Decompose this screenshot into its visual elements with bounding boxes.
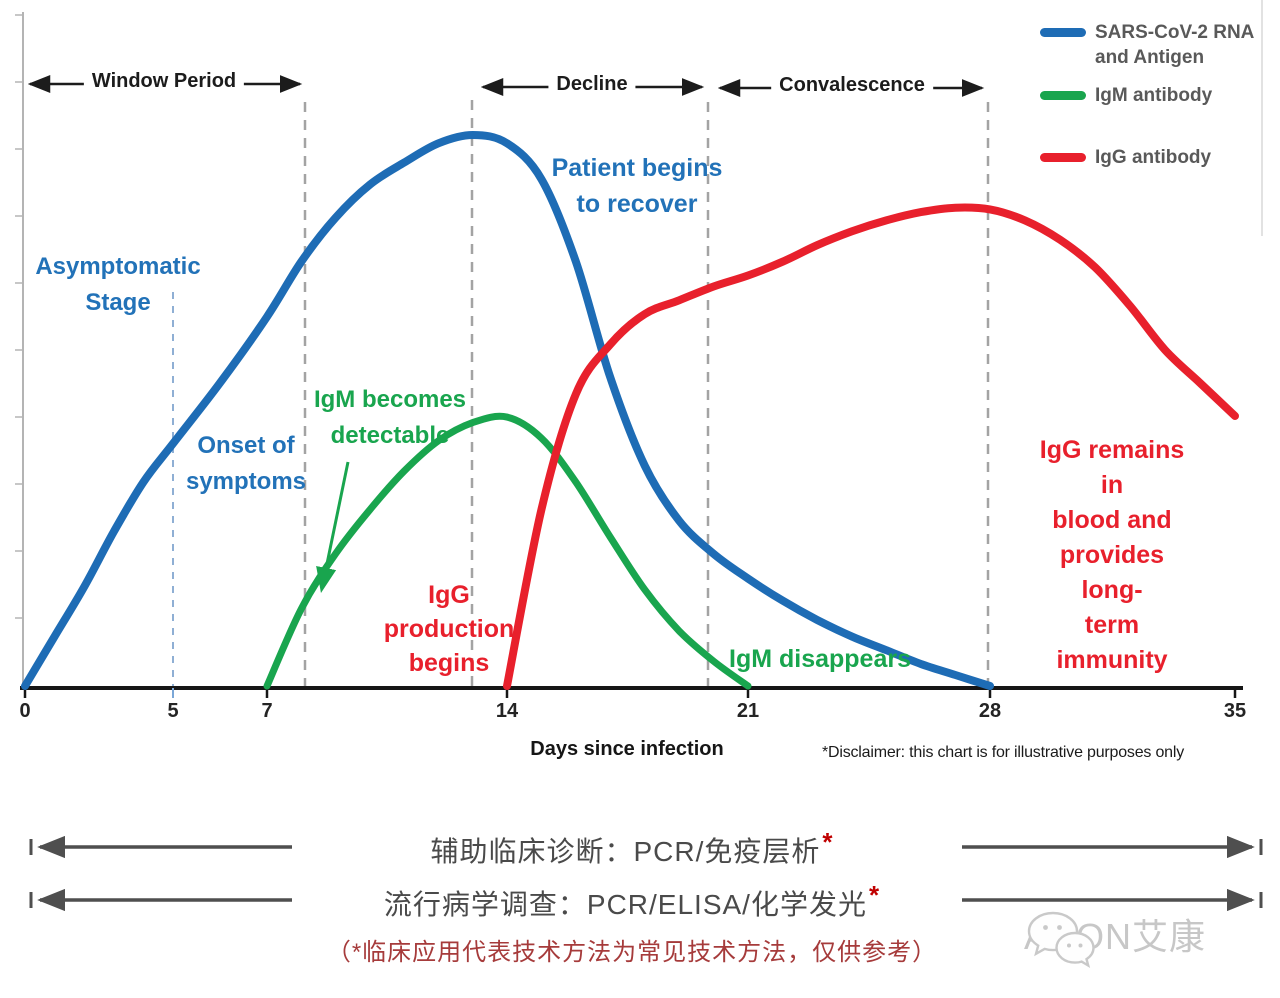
phase-label-convalescence: Convalescence [771,74,933,97]
legend-swatch-rna-icon [1040,28,1086,37]
phase-label-window-period: Window Period [83,70,245,93]
bottom-line1-text: 辅助临床诊断：PCR/免疫层析 [430,836,821,867]
bottom-line2-text: 流行病学调查：PCR/ELISA/化学发光 [383,889,867,920]
phase-label-decline: Decline [548,73,636,96]
x-tick-label-21: 21 [736,700,760,722]
legend: SARS-CoV-2 RNA and Antigen IgM antibody … [1040,20,1272,170]
legend-label-igm: IgM antibody [1095,85,1213,106]
acon-watermark: ACON艾康 [1024,908,1206,969]
x-axis-title: Days since infection [530,738,724,760]
wechat-bubbles-icon [1027,911,1095,969]
legend-label-igg: IgG antibody [1095,147,1212,168]
annotation-patient-recover: Patient begins to recover [551,154,723,218]
bottom-line2-asterisk: * [868,880,881,910]
legend-item-igg: IgG antibody [1040,145,1272,170]
legend-label-rna: SARS-CoV-2 RNA and Antigen [1095,22,1255,68]
bottom-line1-asterisk: * [822,827,834,857]
annotation-igg-remains: IgG remains in blood and provides long- … [1039,436,1185,674]
annotation-igm-disappears: IgM disappears [729,645,911,673]
annotation-igg-production: IgG production begins [383,581,515,677]
x-tick-label-0: 0 [19,700,31,722]
legend-swatch-igm-icon [1040,91,1086,100]
legend-swatch-igg-icon [1040,153,1086,162]
bottom-line-epidemiology: 流行病学调查：PCR/ELISA/化学发光* [383,880,881,923]
annotation-igm-detectable: IgM becomes detectable [313,386,467,449]
disclaimer-text: *Disclaimer: this chart is for illustrat… [821,744,1185,761]
bottom-line-clinical-diagnosis: 辅助临床诊断：PCR/免疫层析* [430,827,834,870]
x-tick-label-5: 5 [167,700,179,722]
x-tick-label-7: 7 [261,700,273,722]
x-tick-label-28: 28 [978,700,1002,722]
legend-item-rna: SARS-CoV-2 RNA and Antigen [1040,20,1272,70]
legend-item-igm: IgM antibody [1040,83,1272,108]
x-tick-label-14: 14 [495,700,519,722]
bottom-line-note: （*临床应用代表技术方法为常见技术方法，仅供参考） [326,939,938,966]
annotation-onset-of-symptoms: Onset of symptoms [185,432,307,495]
annotation-asymptomatic-stage: Asymptomatic Stage [35,253,201,316]
x-tick-label-35: 35 [1223,700,1247,722]
